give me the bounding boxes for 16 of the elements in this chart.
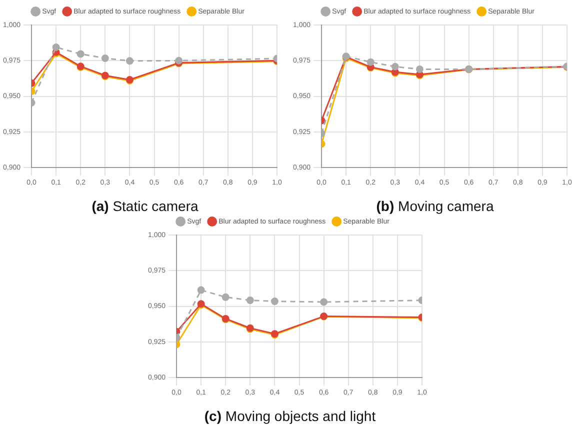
- point: [416, 65, 424, 73]
- point: [246, 296, 254, 304]
- point: [222, 293, 230, 301]
- point: [76, 50, 84, 58]
- point: [52, 43, 60, 51]
- point: [366, 58, 374, 66]
- point: [270, 298, 278, 306]
- point: [101, 54, 109, 62]
- point: [391, 62, 399, 70]
- point: [320, 298, 328, 306]
- text: (b) Moving camera: [375, 198, 495, 214]
- point: [126, 57, 134, 65]
- point: [175, 56, 183, 64]
- text: (c) Moving objects and light: [203, 408, 377, 424]
- point: [197, 286, 205, 294]
- text: (a) Static camera: [90, 198, 200, 214]
